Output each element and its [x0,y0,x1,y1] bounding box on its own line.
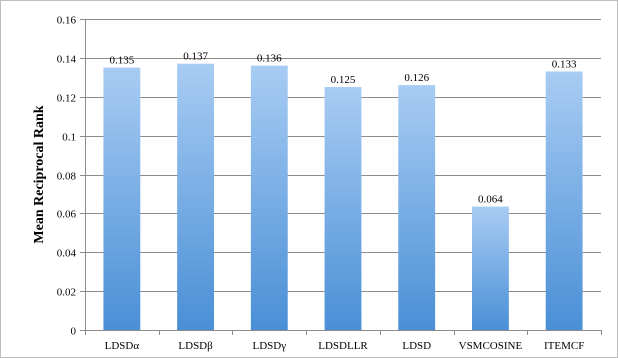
bar [398,85,436,331]
bar [324,87,362,330]
x-tick-label: LDSDγ [252,340,286,352]
y-tick-label: 0.16 [57,15,77,27]
bar [250,65,288,331]
x-tick-label: ITEMCF [544,340,584,352]
y-tick-label: 0.14 [57,54,77,66]
bar [177,63,214,331]
y-tick-label: 0 [71,326,77,338]
bars [103,63,583,331]
bar-data-label: 0.136 [257,53,282,65]
y-tick-label: 0.04 [57,248,77,260]
bar-data-label: 0.137 [183,51,208,63]
bar-data-label: 0.133 [552,58,577,70]
bar [545,71,583,330]
x-tick-label: LDSDα [105,340,140,352]
x-tick-label: LDSD [402,340,431,352]
bar-data-label: 0.125 [331,74,356,86]
y-tick-label: 0.02 [57,287,76,299]
data-labels: 0.135 0.137 0.136 0.125 0.126 0.064 0.133 [109,51,577,206]
y-tick-label: 0.1 [62,132,76,144]
bar [103,67,141,330]
y-tick-label: 0.06 [57,209,77,221]
y-tick-label: 0.08 [57,171,77,183]
bar-data-label: 0.126 [404,72,429,84]
bar-data-label: 0.064 [478,194,503,206]
y-axis-title: Mean Reciprocal Rank [32,105,47,243]
axes: 0 0.02 0.04 0.06 0.08 0.1 0.12 0.14 0.16 LDSDα LDS… [57,15,602,352]
x-tick-label: LDSDLLR [318,340,368,352]
bar-data-label: 0.135 [109,55,134,67]
x-tick-label: LDSDβ [178,340,213,352]
x-tick-label: VSMCOSINE [459,340,523,352]
bar [472,206,509,330]
y-tick-label: 0.12 [57,93,76,105]
